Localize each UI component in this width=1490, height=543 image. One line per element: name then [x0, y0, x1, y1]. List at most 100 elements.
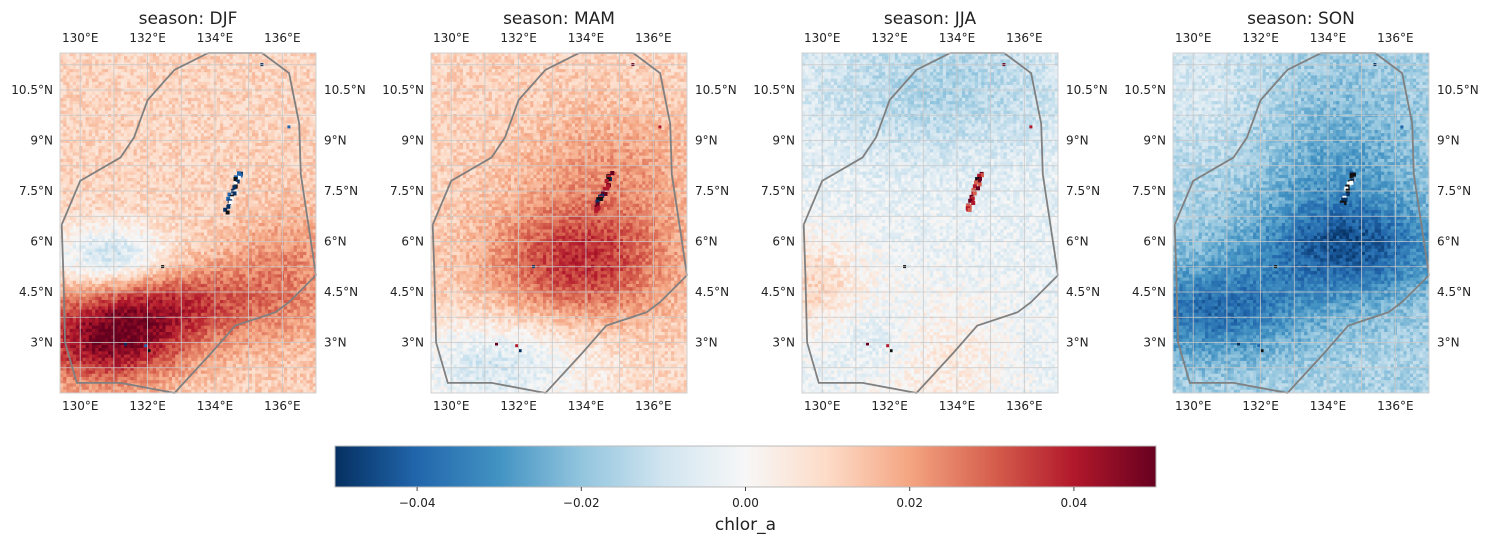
colorbar-tick-label: 0.02 [896, 496, 923, 510]
lon-tick-label-bottom: 130°E [62, 399, 99, 413]
lon-tick-label-top: 132°E [500, 31, 537, 45]
lat-tick-label-left: 7.5°N [390, 184, 424, 198]
lat-tick-label-right: 7.5°N [1066, 184, 1100, 198]
lon-tick-label-bottom: 136°E [1006, 399, 1043, 413]
lat-tick-label-left: 9°N [772, 134, 795, 148]
lon-tick-label-bottom: 134°E [568, 399, 605, 413]
lat-tick-label-right: 7.5°N [1437, 184, 1471, 198]
lat-tick-label-left: 6°N [401, 235, 424, 249]
lat-tick-label-right: 7.5°N [695, 184, 729, 198]
region-boundary [431, 52, 688, 394]
lat-tick-label-left: 4.5°N [19, 285, 53, 299]
lat-tick-label-left: 10.5°N [1124, 83, 1166, 97]
panel-title: season: SON [1247, 9, 1355, 29]
lat-tick-label-right: 7.5°N [324, 184, 358, 198]
lat-tick-label-left: 4.5°N [390, 285, 424, 299]
panel-mam: season: MAM 130°E 130°E 132°E 132°E 134°E 134°… [382, 9, 736, 413]
lat-tick-label-left: 10.5°N [753, 83, 795, 97]
lat-tick-label-right: 10.5°N [1066, 83, 1108, 97]
lat-tick-label-left: 3°N [401, 336, 424, 350]
colorbar-tick-label: 0.04 [1061, 496, 1088, 510]
lat-tick-label-right: 3°N [1066, 336, 1089, 350]
lon-tick-label-bottom: 136°E [635, 399, 672, 413]
lat-tick-label-left: 9°N [1143, 134, 1166, 148]
lat-tick-label-left: 6°N [1143, 235, 1166, 249]
colorbar-tick-label: −0.02 [563, 496, 600, 510]
colorbar-gradient [334, 445, 1157, 488]
map-panels: season: DJF 130°E 130°E 132°E 132°E 134°E 134°… [11, 9, 1478, 413]
lon-tick-label-bottom: 134°E [939, 399, 976, 413]
lon-tick-label-top: 132°E [1242, 31, 1279, 45]
lon-tick-label-top: 134°E [939, 31, 976, 45]
panel-djf: season: DJF 130°E 130°E 132°E 132°E 134°E 134°… [11, 9, 365, 413]
lon-tick-label-bottom: 134°E [197, 399, 234, 413]
lat-tick-label-left: 3°N [30, 336, 53, 350]
lat-tick-label-left: 7.5°N [19, 184, 53, 198]
lon-tick-label-bottom: 130°E [804, 399, 841, 413]
lat-tick-label-left: 6°N [30, 235, 53, 249]
lat-tick-label-right: 3°N [695, 336, 718, 350]
lon-tick-label-bottom: 136°E [1377, 399, 1414, 413]
colorbar: −0.04 −0.02 0.00 0.02 0.04 chlor_a [334, 445, 1157, 535]
reef-anomaly-cluster [1237, 63, 1404, 353]
lat-tick-label-right: 9°N [695, 134, 718, 148]
region-boundary [60, 52, 317, 394]
lat-tick-label-right: 10.5°N [1437, 83, 1479, 97]
panel-jja: season: JJA 130°E 130°E 132°E 132°E 134°E 134°… [753, 9, 1107, 413]
lon-tick-label-bottom: 130°E [1175, 399, 1212, 413]
lat-tick-label-right: 6°N [324, 235, 347, 249]
lat-tick-label-right: 10.5°N [324, 83, 366, 97]
lat-tick-label-right: 4.5°N [1437, 285, 1471, 299]
lat-tick-label-right: 4.5°N [324, 285, 358, 299]
lat-tick-label-right: 9°N [1437, 134, 1460, 148]
lon-tick-label-bottom: 132°E [500, 399, 537, 413]
lat-tick-label-right: 3°N [324, 336, 347, 350]
lon-tick-label-bottom: 136°E [264, 399, 301, 413]
colorbar-label: chlor_a [715, 515, 776, 535]
lat-tick-label-left: 9°N [401, 134, 424, 148]
lat-tick-label-left: 4.5°N [1132, 285, 1166, 299]
lat-tick-label-right: 6°N [1066, 235, 1089, 249]
lat-tick-label-left: 10.5°N [382, 83, 424, 97]
lat-tick-label-left: 6°N [772, 235, 795, 249]
lon-tick-label-top: 134°E [1310, 31, 1347, 45]
panel-title: season: DJF [139, 9, 238, 29]
lat-tick-label-right: 6°N [1437, 235, 1460, 249]
anomaly-field [431, 53, 688, 394]
lat-tick-label-right: 3°N [1437, 336, 1460, 350]
gridlines [1173, 53, 1430, 393]
panel-title: season: MAM [503, 9, 615, 29]
lat-tick-label-right: 9°N [324, 134, 347, 148]
lon-tick-label-top: 136°E [264, 31, 301, 45]
panel-son: season: SON 130°E 130°E 132°E 132°E 134°E 134°… [1124, 9, 1478, 413]
lat-tick-label-right: 4.5°N [695, 285, 729, 299]
lat-tick-label-left: 7.5°N [1132, 184, 1166, 198]
lon-tick-label-top: 130°E [1175, 31, 1212, 45]
map-frame [1172, 52, 1430, 394]
map-frame [59, 52, 317, 394]
map-frame [801, 52, 1059, 394]
lon-tick-label-bottom: 132°E [129, 399, 166, 413]
lon-tick-label-bottom: 130°E [433, 399, 470, 413]
lon-tick-label-bottom: 132°E [871, 399, 908, 413]
lat-tick-label-right: 9°N [1066, 134, 1089, 148]
region-boundary [1173, 52, 1430, 394]
region-boundary [802, 52, 1059, 394]
lon-tick-label-bottom: 134°E [1310, 399, 1347, 413]
colorbar-tick-label: 0.00 [732, 496, 759, 510]
lon-tick-label-top: 130°E [62, 31, 99, 45]
lon-tick-label-top: 136°E [1006, 31, 1043, 45]
reef-anomaly-cluster [495, 63, 662, 353]
colorbar-ticks: −0.04 −0.02 0.00 0.02 0.04 [399, 487, 1088, 510]
gridlines [60, 53, 317, 393]
panel-title: season: JJA [884, 9, 977, 29]
lat-tick-label-left: 3°N [772, 336, 795, 350]
lat-tick-label-right: 6°N [695, 235, 718, 249]
gridlines [802, 53, 1059, 393]
lat-tick-label-left: 3°N [1143, 336, 1166, 350]
lon-tick-label-top: 132°E [129, 31, 166, 45]
colorbar-tick-label: −0.04 [399, 496, 436, 510]
lat-tick-label-left: 9°N [30, 134, 53, 148]
lon-tick-label-bottom: 132°E [1242, 399, 1279, 413]
